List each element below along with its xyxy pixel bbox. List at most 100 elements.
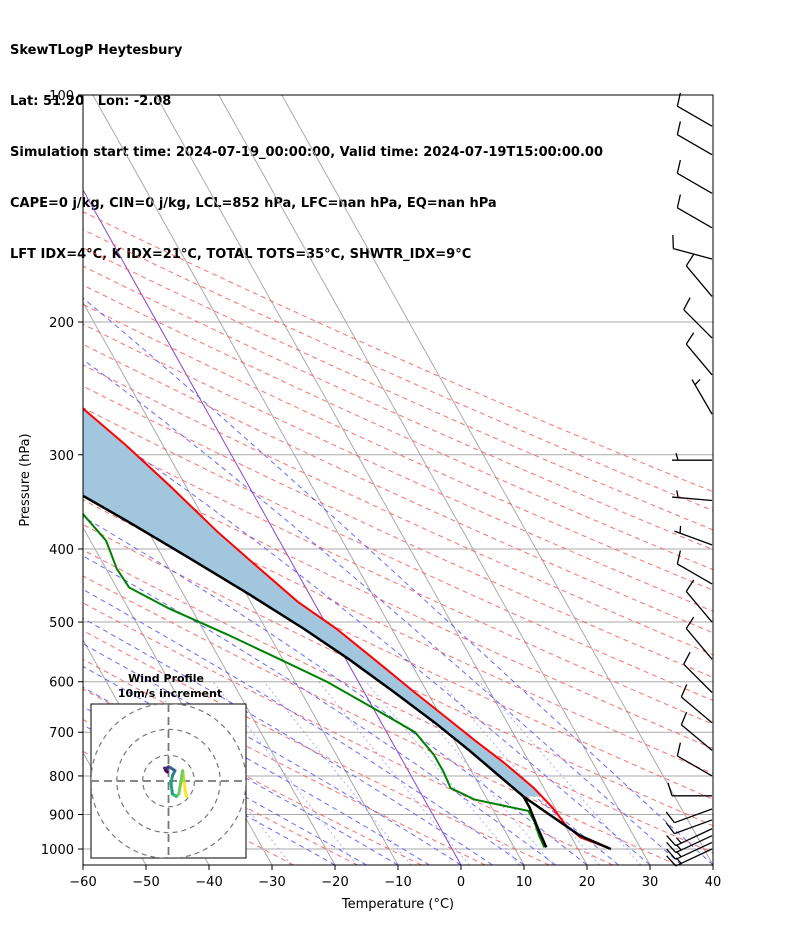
title-indices-2: LFT IDX=4°C, K IDX=21°C, TOTAL TOTS=35°C… — [10, 247, 472, 262]
dry-adiabat — [83, 475, 713, 775]
wind-barb — [672, 235, 713, 260]
barb-shaft — [675, 828, 713, 847]
x-tick-label: −30 — [258, 875, 285, 890]
x-tick-label: −20 — [321, 875, 348, 890]
barb-flag — [676, 550, 682, 565]
isotherm-line — [281, 95, 713, 865]
barb-flag — [685, 616, 695, 629]
wind-barb — [672, 452, 712, 461]
moist-adiabat — [83, 665, 430, 865]
y-tick-label: 200 — [49, 316, 74, 331]
wind-barb — [683, 651, 713, 693]
dry-adiabat — [83, 602, 614, 865]
mixing-ratio-line — [318, 681, 470, 865]
barb-flag — [665, 822, 675, 835]
barb-shaft — [674, 530, 713, 546]
dry-adiabat — [83, 429, 713, 725]
y-axis-label: Pressure (hPa) — [18, 433, 33, 526]
moist-adiabat — [83, 297, 713, 865]
dewpoint-line — [83, 512, 546, 848]
barb-flag — [675, 837, 682, 844]
barb-flag — [675, 452, 679, 461]
wind-barb — [691, 379, 713, 415]
wind-barbs — [665, 92, 713, 867]
wind-barb — [676, 550, 713, 585]
barb-shaft — [677, 172, 713, 194]
barb-shaft — [680, 724, 713, 751]
y-tick-label: 500 — [49, 616, 74, 631]
isotherm-line — [83, 863, 84, 865]
mixing-ratio-line — [212, 681, 358, 865]
wind-barb — [672, 490, 713, 502]
barb-flag — [680, 711, 688, 725]
barb-flag — [676, 92, 682, 107]
x-tick-label: −60 — [69, 875, 96, 890]
wind-barb — [680, 684, 713, 724]
barb-shaft — [685, 265, 713, 297]
x-axis-label: Temperature (°C) — [341, 897, 454, 912]
wind-barb — [665, 819, 713, 835]
dry-adiabat — [83, 499, 713, 800]
wind-barb — [685, 579, 713, 623]
parcel-path-line — [83, 494, 548, 848]
mixing-ratio-line — [150, 681, 292, 865]
barb-flag — [683, 297, 691, 310]
barb-flag — [676, 159, 682, 174]
hodograph-plot — [91, 704, 246, 858]
barb-flag — [676, 194, 682, 208]
mixing-ratio-line — [365, 681, 520, 865]
wind-barb — [676, 121, 713, 156]
dry-adiabat — [83, 364, 713, 656]
dry-adiabat — [83, 658, 486, 865]
moist-adiabat — [83, 588, 525, 865]
y-tick-label: 100 — [49, 89, 74, 104]
barb-flag — [676, 742, 682, 757]
dry-adiabat — [83, 688, 422, 865]
wind-barb — [685, 616, 713, 660]
wind-barb — [685, 254, 713, 297]
wind-barb — [683, 297, 713, 339]
mixing-ratio-line — [397, 681, 554, 865]
wind-barb — [676, 92, 713, 127]
hodograph-title: Wind Profile — [128, 672, 204, 685]
surface-parcel-line — [522, 795, 612, 851]
wind-barb — [667, 782, 712, 797]
barb-shaft — [677, 207, 713, 229]
title-times: Simulation start time: 2024-07-19_00:00:… — [10, 145, 603, 160]
barb-flag — [679, 525, 682, 534]
dry-adiabat — [83, 549, 713, 854]
x-tick-label: 0 — [457, 875, 465, 890]
barb-shaft — [680, 696, 713, 724]
dry-adiabat — [83, 229, 713, 512]
dry-adiabat — [83, 407, 713, 702]
isotherm-line — [218, 95, 651, 865]
barb-shaft — [685, 628, 713, 660]
barb-shaft — [677, 563, 713, 585]
hodograph-ring — [116, 728, 221, 834]
wind-barb — [676, 159, 713, 194]
barb-flag — [685, 254, 695, 267]
profile-lines — [83, 407, 612, 851]
barb-shaft — [673, 248, 713, 260]
barb-shaft — [674, 808, 713, 824]
title-indices-1: CAPE=0 j/kg, CIN=0 j/kg, LCL=852 hPa, LF… — [10, 196, 497, 211]
barb-shaft — [674, 819, 713, 835]
isotherm-line — [155, 95, 588, 865]
wind-barb — [676, 742, 713, 777]
barb-flag — [665, 811, 675, 824]
wind-barb — [676, 194, 713, 229]
barb-flag — [666, 848, 677, 860]
hodograph-subtitle: 10m/s increment — [118, 687, 222, 700]
y-tick-label: 900 — [49, 809, 74, 824]
isotherm-line — [83, 188, 462, 865]
barb-shaft — [677, 134, 713, 156]
x-tick-label: 40 — [705, 875, 722, 890]
moist-adiabat — [83, 555, 556, 865]
cape-shading — [83, 408, 542, 797]
barb-shaft — [691, 379, 713, 415]
barb-flag — [676, 490, 679, 498]
hodograph-ring — [142, 754, 195, 808]
dry-adiabat — [83, 247, 713, 531]
y-tick-label: 700 — [49, 726, 74, 741]
